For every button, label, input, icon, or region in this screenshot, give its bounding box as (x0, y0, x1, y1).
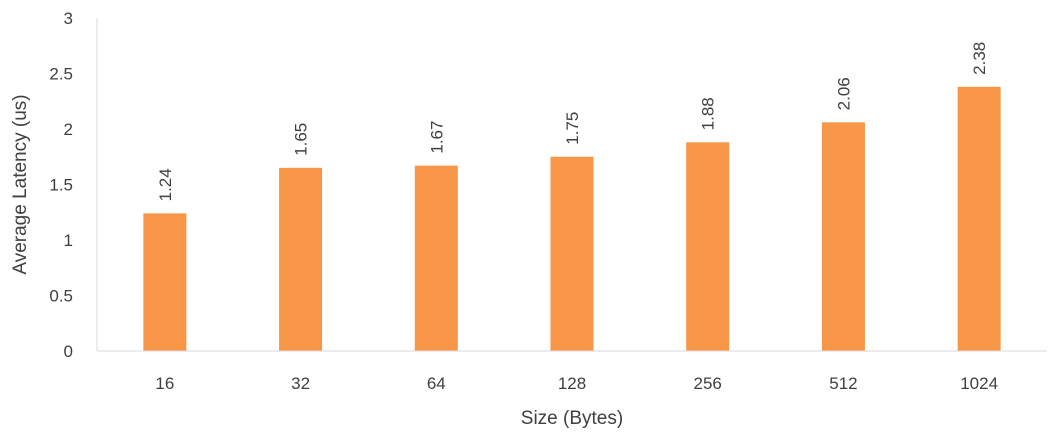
bar (957, 86, 1001, 351)
x-tick-label: 64 (427, 374, 446, 393)
x-tick-label: 512 (829, 374, 857, 393)
data-label: 1.75 (563, 112, 582, 145)
y-tick-label: 2.5 (49, 65, 73, 84)
x-axis-title: Size (Bytes) (521, 408, 623, 429)
y-axis-ticks: 0 0.5 1 1.5 2 2.5 3 (49, 9, 73, 361)
y-axis-title: Average Latency (us) (10, 94, 31, 274)
data-label: 1.24 (156, 168, 175, 201)
y-tick-label: 1 (64, 231, 73, 250)
y-tick-label: 1.5 (49, 176, 73, 195)
data-label: 2.38 (970, 42, 989, 75)
y-tick-label: 2 (64, 120, 73, 139)
bar (414, 165, 458, 351)
x-tick-label: 32 (291, 374, 310, 393)
bars (143, 86, 1001, 351)
data-label: 1.67 (427, 121, 446, 154)
y-tick-label: 0.5 (49, 287, 73, 306)
bar (550, 156, 594, 351)
data-label: 1.65 (292, 123, 311, 156)
x-tick-label: 1024 (960, 374, 998, 393)
bar (143, 213, 187, 351)
y-tick-label: 0 (64, 342, 73, 361)
data-labels: 1.24 1.65 1.67 1.75 1.88 2.06 2.38 (156, 42, 989, 202)
y-tick-label: 3 (64, 9, 73, 28)
x-axis-ticks: 16 32 64 128 256 512 1024 (155, 374, 998, 393)
data-label: 2.06 (834, 77, 853, 110)
x-tick-label: 128 (558, 374, 586, 393)
bar (279, 167, 323, 351)
x-tick-label: 16 (155, 374, 174, 393)
x-tick-label: 256 (694, 374, 722, 393)
data-label: 1.88 (699, 97, 718, 130)
bar (686, 142, 730, 351)
bar (821, 122, 865, 351)
